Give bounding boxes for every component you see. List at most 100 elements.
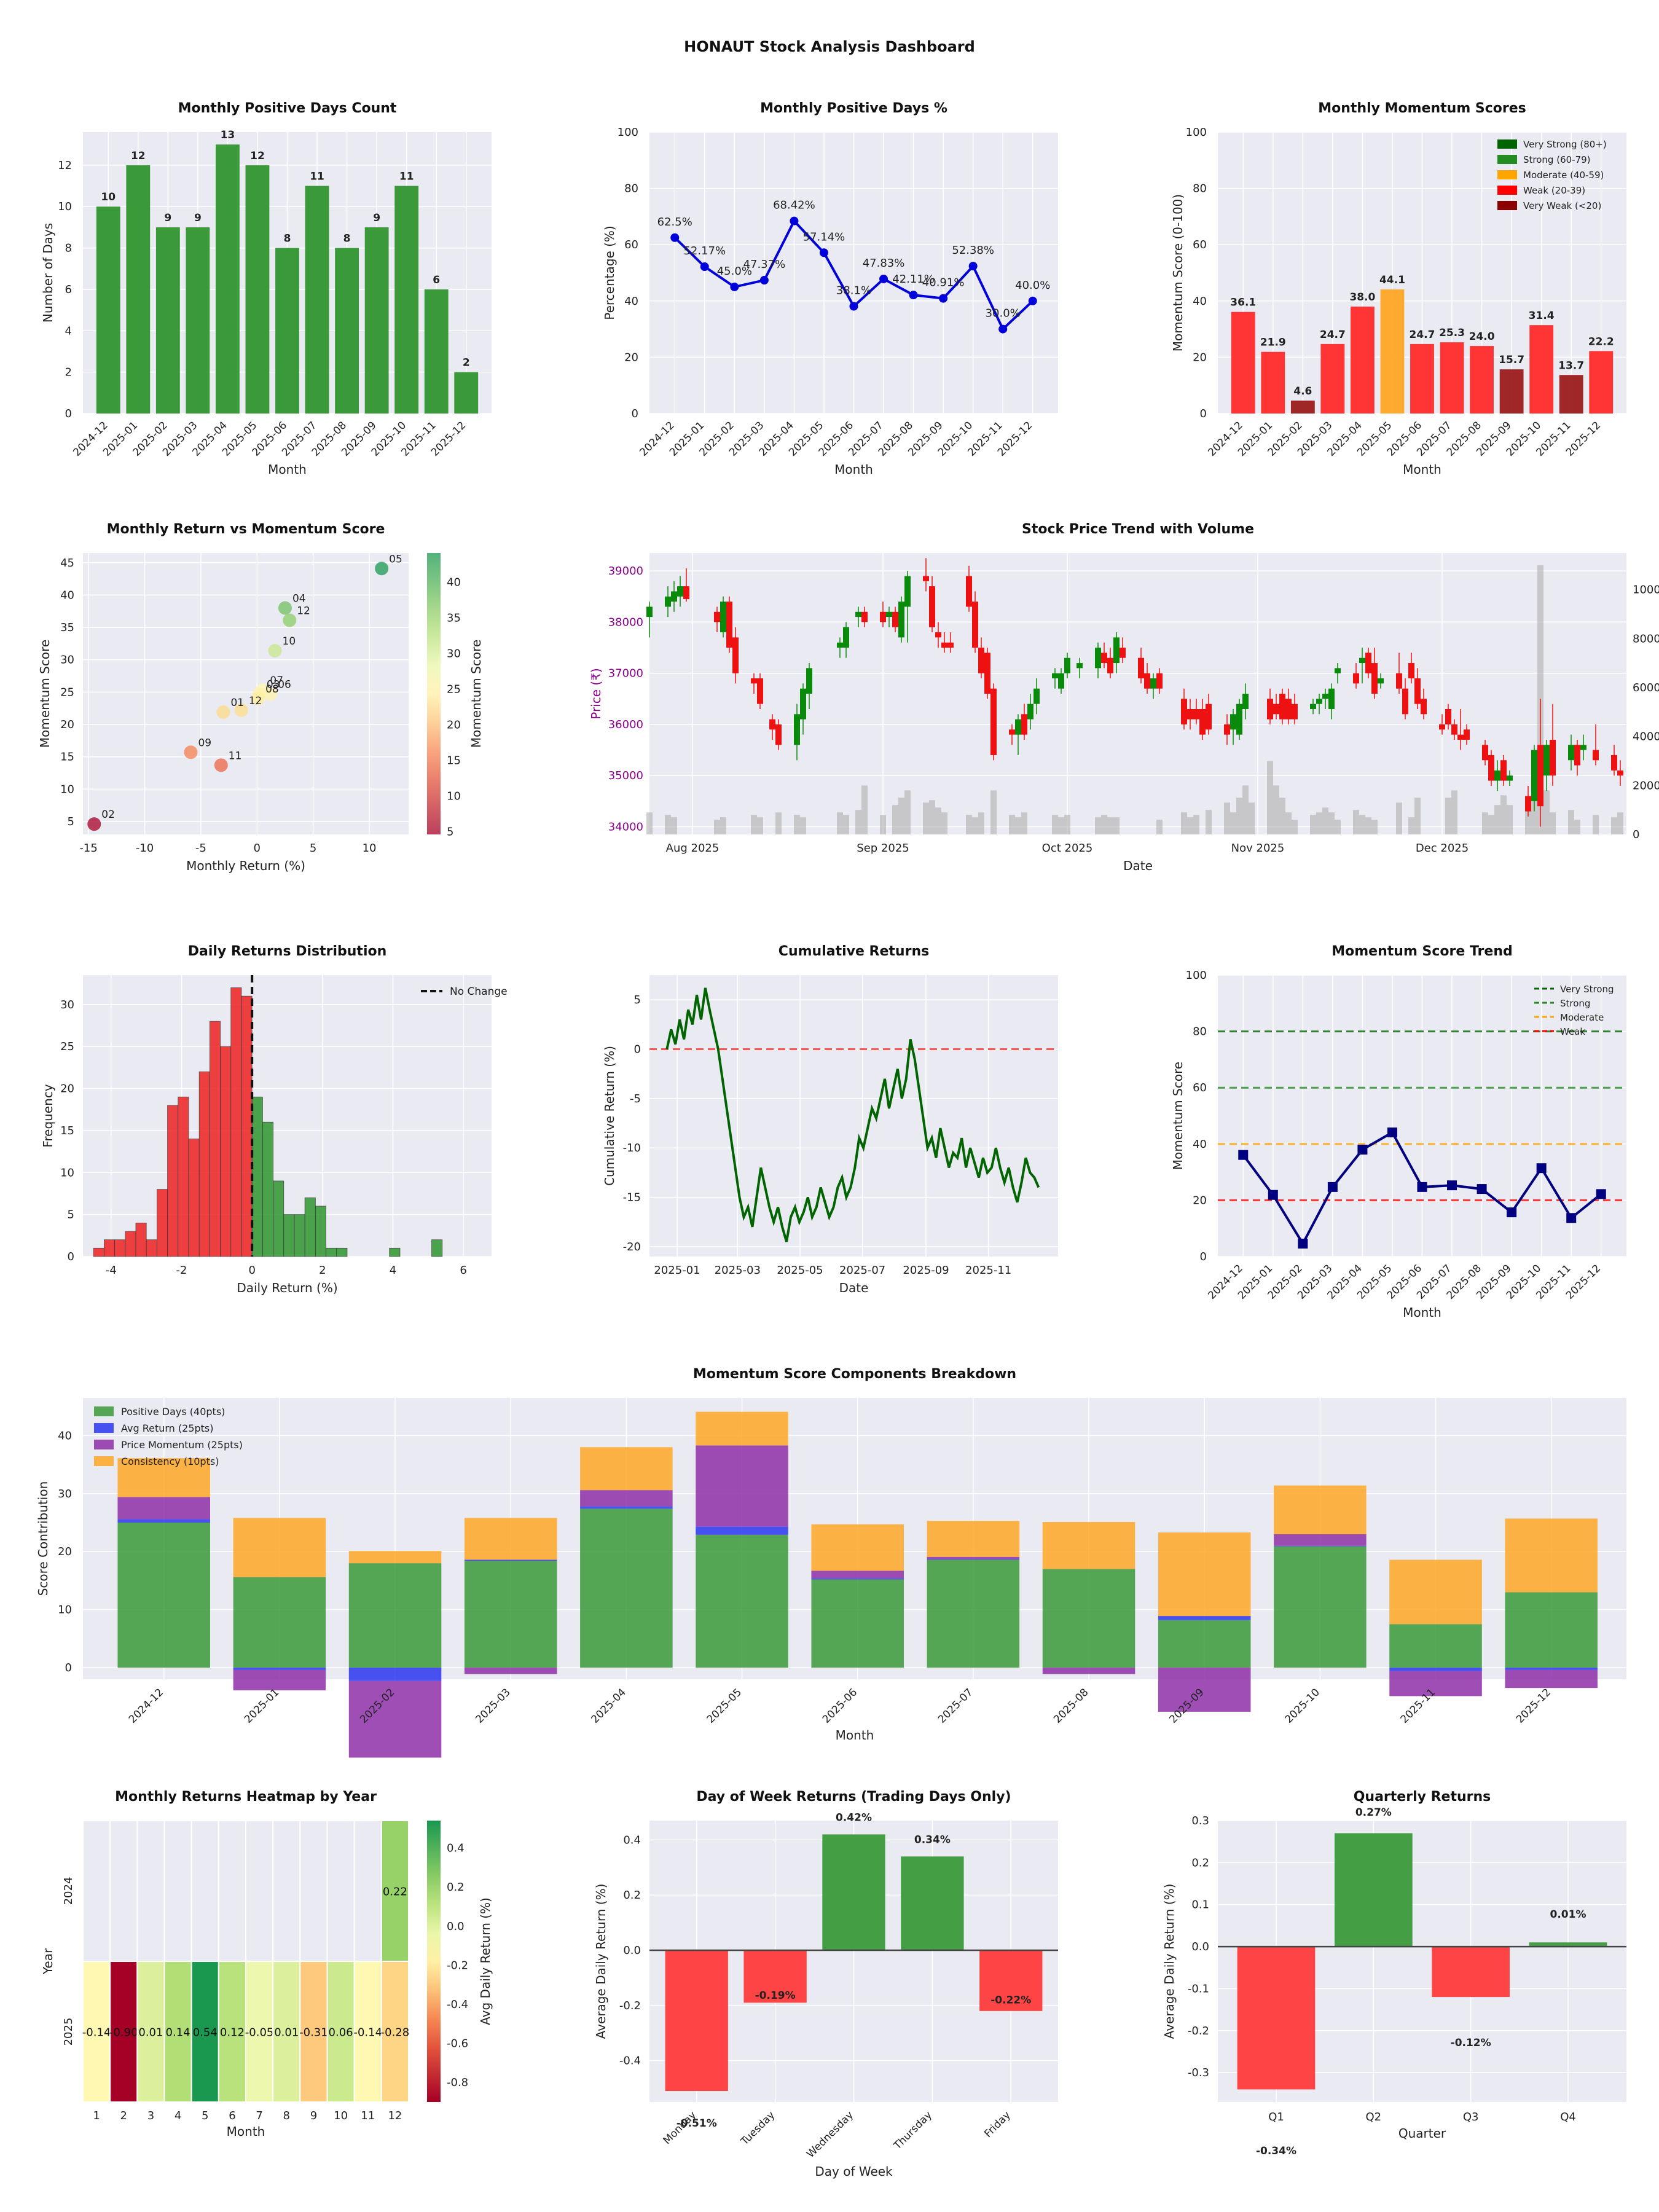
daily-returns-bin (241, 995, 253, 1257)
components-bar-segment (117, 1458, 210, 1497)
price-trend-candle-body (1199, 708, 1206, 735)
price-trend-volume-bar (800, 817, 806, 834)
momentum-scores-ylabel: Momentum Score (0-100) (1171, 194, 1185, 351)
momentum-scores-legend-label: Moderate (40-59) (1523, 170, 1604, 181)
components-title: Momentum Score Components Breakdown (693, 1367, 1016, 1382)
price-trend-volume-bar (1353, 810, 1359, 834)
price-trend-candle-body (1574, 745, 1580, 766)
heatmap-cell (326, 1961, 355, 2103)
daily-returns-bin (262, 1121, 273, 1257)
daily-returns-bin (103, 1239, 115, 1257)
components-bar-segment (580, 1508, 673, 1668)
pos-days-pct-title: Monthly Positive Days % (760, 101, 947, 116)
components-bar-segment (1389, 1559, 1482, 1625)
quarterly-ytick: -0.2 (1188, 2025, 1209, 2037)
price-trend-candle-body (1156, 673, 1163, 689)
momentum-trend-ytick: 60 (1193, 1081, 1207, 1094)
price-trend-volume-bar (714, 820, 720, 834)
heatmap-xtick: 8 (283, 2109, 290, 2122)
price-trend-candle-body (1107, 657, 1113, 673)
return-vs-momentum-ytick: 15 (60, 751, 74, 764)
price-trend-candle-body (1617, 770, 1623, 776)
components-xlabel: Month (836, 1728, 874, 1743)
price-trend-volume-bar (990, 790, 997, 834)
price-trend-candle-body (1457, 734, 1464, 740)
quarterly-xtick: Q4 (1560, 2111, 1576, 2124)
price-trend-candle-body (1027, 704, 1033, 720)
momentum-scores-data-label: 24.7 (1320, 329, 1346, 341)
pos-days-count-data-label: 8 (343, 233, 351, 245)
price-trend-candle-body (1150, 678, 1156, 689)
daily-returns-bin (326, 1247, 337, 1257)
price-trend-volume-bar (1181, 812, 1187, 834)
pos-days-count-bar (216, 144, 240, 414)
pos-days-pct-point (998, 324, 1008, 334)
heatmap-xtick: 1 (93, 2109, 100, 2122)
page-title: HONAUT Stock Analysis Dashboard (684, 38, 975, 55)
return-vs-momentum-point (278, 601, 292, 615)
price-trend-candle-body (892, 611, 898, 627)
heatmap-xtick: 7 (256, 2109, 262, 2122)
daily-returns-ytick: 25 (60, 1040, 74, 1053)
price-trend-candle-body (947, 642, 954, 648)
price-trend-candle-body (1322, 694, 1328, 699)
price-trend-ytick: 38000 (608, 616, 643, 629)
price-trend-candle-body (1316, 699, 1322, 704)
price-trend-candle-body (1328, 688, 1335, 709)
momentum-trend-ytick: 0 (1200, 1250, 1207, 1263)
heatmap-ylabel: Year (41, 1948, 55, 1975)
pos-days-count-bar (155, 227, 180, 414)
return-vs-momentum-title: Monthly Return vs Momentum Score (107, 522, 385, 537)
heatmap-ytick: 2025 (62, 2018, 75, 2046)
momentum-trend-ytick: 80 (1193, 1026, 1207, 1038)
price-trend-volume-bar (1101, 815, 1107, 834)
momentum-scores-ytick: 80 (1193, 182, 1207, 195)
price-trend-candle-body (1292, 704, 1298, 720)
price-trend-candle-body (1353, 673, 1359, 684)
heatmap-cell (353, 1961, 382, 2103)
momentum-scores-bar (1529, 325, 1554, 414)
components-legend-label: Avg Return (25pts) (121, 1422, 214, 1434)
cumulative-returns-ytick: -20 (623, 1241, 641, 1253)
price-trend-xtick: Dec 2025 (1416, 842, 1469, 855)
pos-days-count-data-label: 9 (194, 212, 202, 224)
price-trend-candle-body (726, 602, 732, 648)
momentum-scores-ytick: 100 (1186, 126, 1207, 139)
price-trend-xtick: Nov 2025 (1231, 842, 1285, 855)
momentum-scores-bar (1440, 342, 1464, 414)
components-bar-segment (1389, 1671, 1482, 1696)
components-bar-segment (1274, 1545, 1367, 1547)
return-vs-momentum-colorbar-tick: 5 (447, 825, 453, 838)
return-vs-momentum-point-label: 05 (389, 553, 402, 565)
daily-returns-bin (198, 1071, 210, 1257)
components-bar-segment (1158, 1532, 1251, 1617)
price-trend-volume-bar (1328, 812, 1335, 834)
price-trend-candle-body (1365, 653, 1371, 673)
momentum-scores-bar (1559, 375, 1583, 414)
price-trend-candle-body (671, 591, 677, 602)
price-trend-volume-bar (1107, 817, 1113, 834)
heatmap-colorbar-tick: -0.6 (447, 2037, 468, 2050)
pos-days-count-bar (364, 227, 389, 414)
momentum-scores-legend-label: Strong (60-79) (1523, 154, 1591, 165)
return-vs-momentum-ytick: 30 (60, 654, 74, 667)
price-trend-candle-body (1494, 770, 1500, 781)
heatmap-cell (109, 1961, 138, 2103)
price-trend-candle-body (1138, 657, 1144, 679)
daily-returns-bin (167, 1105, 179, 1257)
cumulative-returns-ytick: 0 (634, 1043, 641, 1056)
heatmap-cell-label: 0.01 (138, 2026, 163, 2039)
price-trend-volume-bar (794, 815, 800, 834)
momentum-trend-point (1447, 1180, 1457, 1191)
price-trend-candle-body (1236, 704, 1242, 735)
price-trend-volume-bar (1359, 815, 1365, 834)
pos-days-pct-point (759, 276, 769, 285)
price-trend-candle-body (984, 653, 990, 694)
components-ytick: 10 (58, 1604, 72, 1617)
pos-days-count-ytick: 0 (65, 407, 72, 420)
price-trend-candle-body (806, 668, 812, 694)
heatmap-xtick: 4 (175, 2109, 181, 2122)
price-trend-candle-body (1021, 714, 1027, 735)
return-vs-momentum-ylabel: Momentum Score (37, 640, 52, 748)
heatmap-colorbar-tick: -0.2 (447, 1959, 468, 1972)
